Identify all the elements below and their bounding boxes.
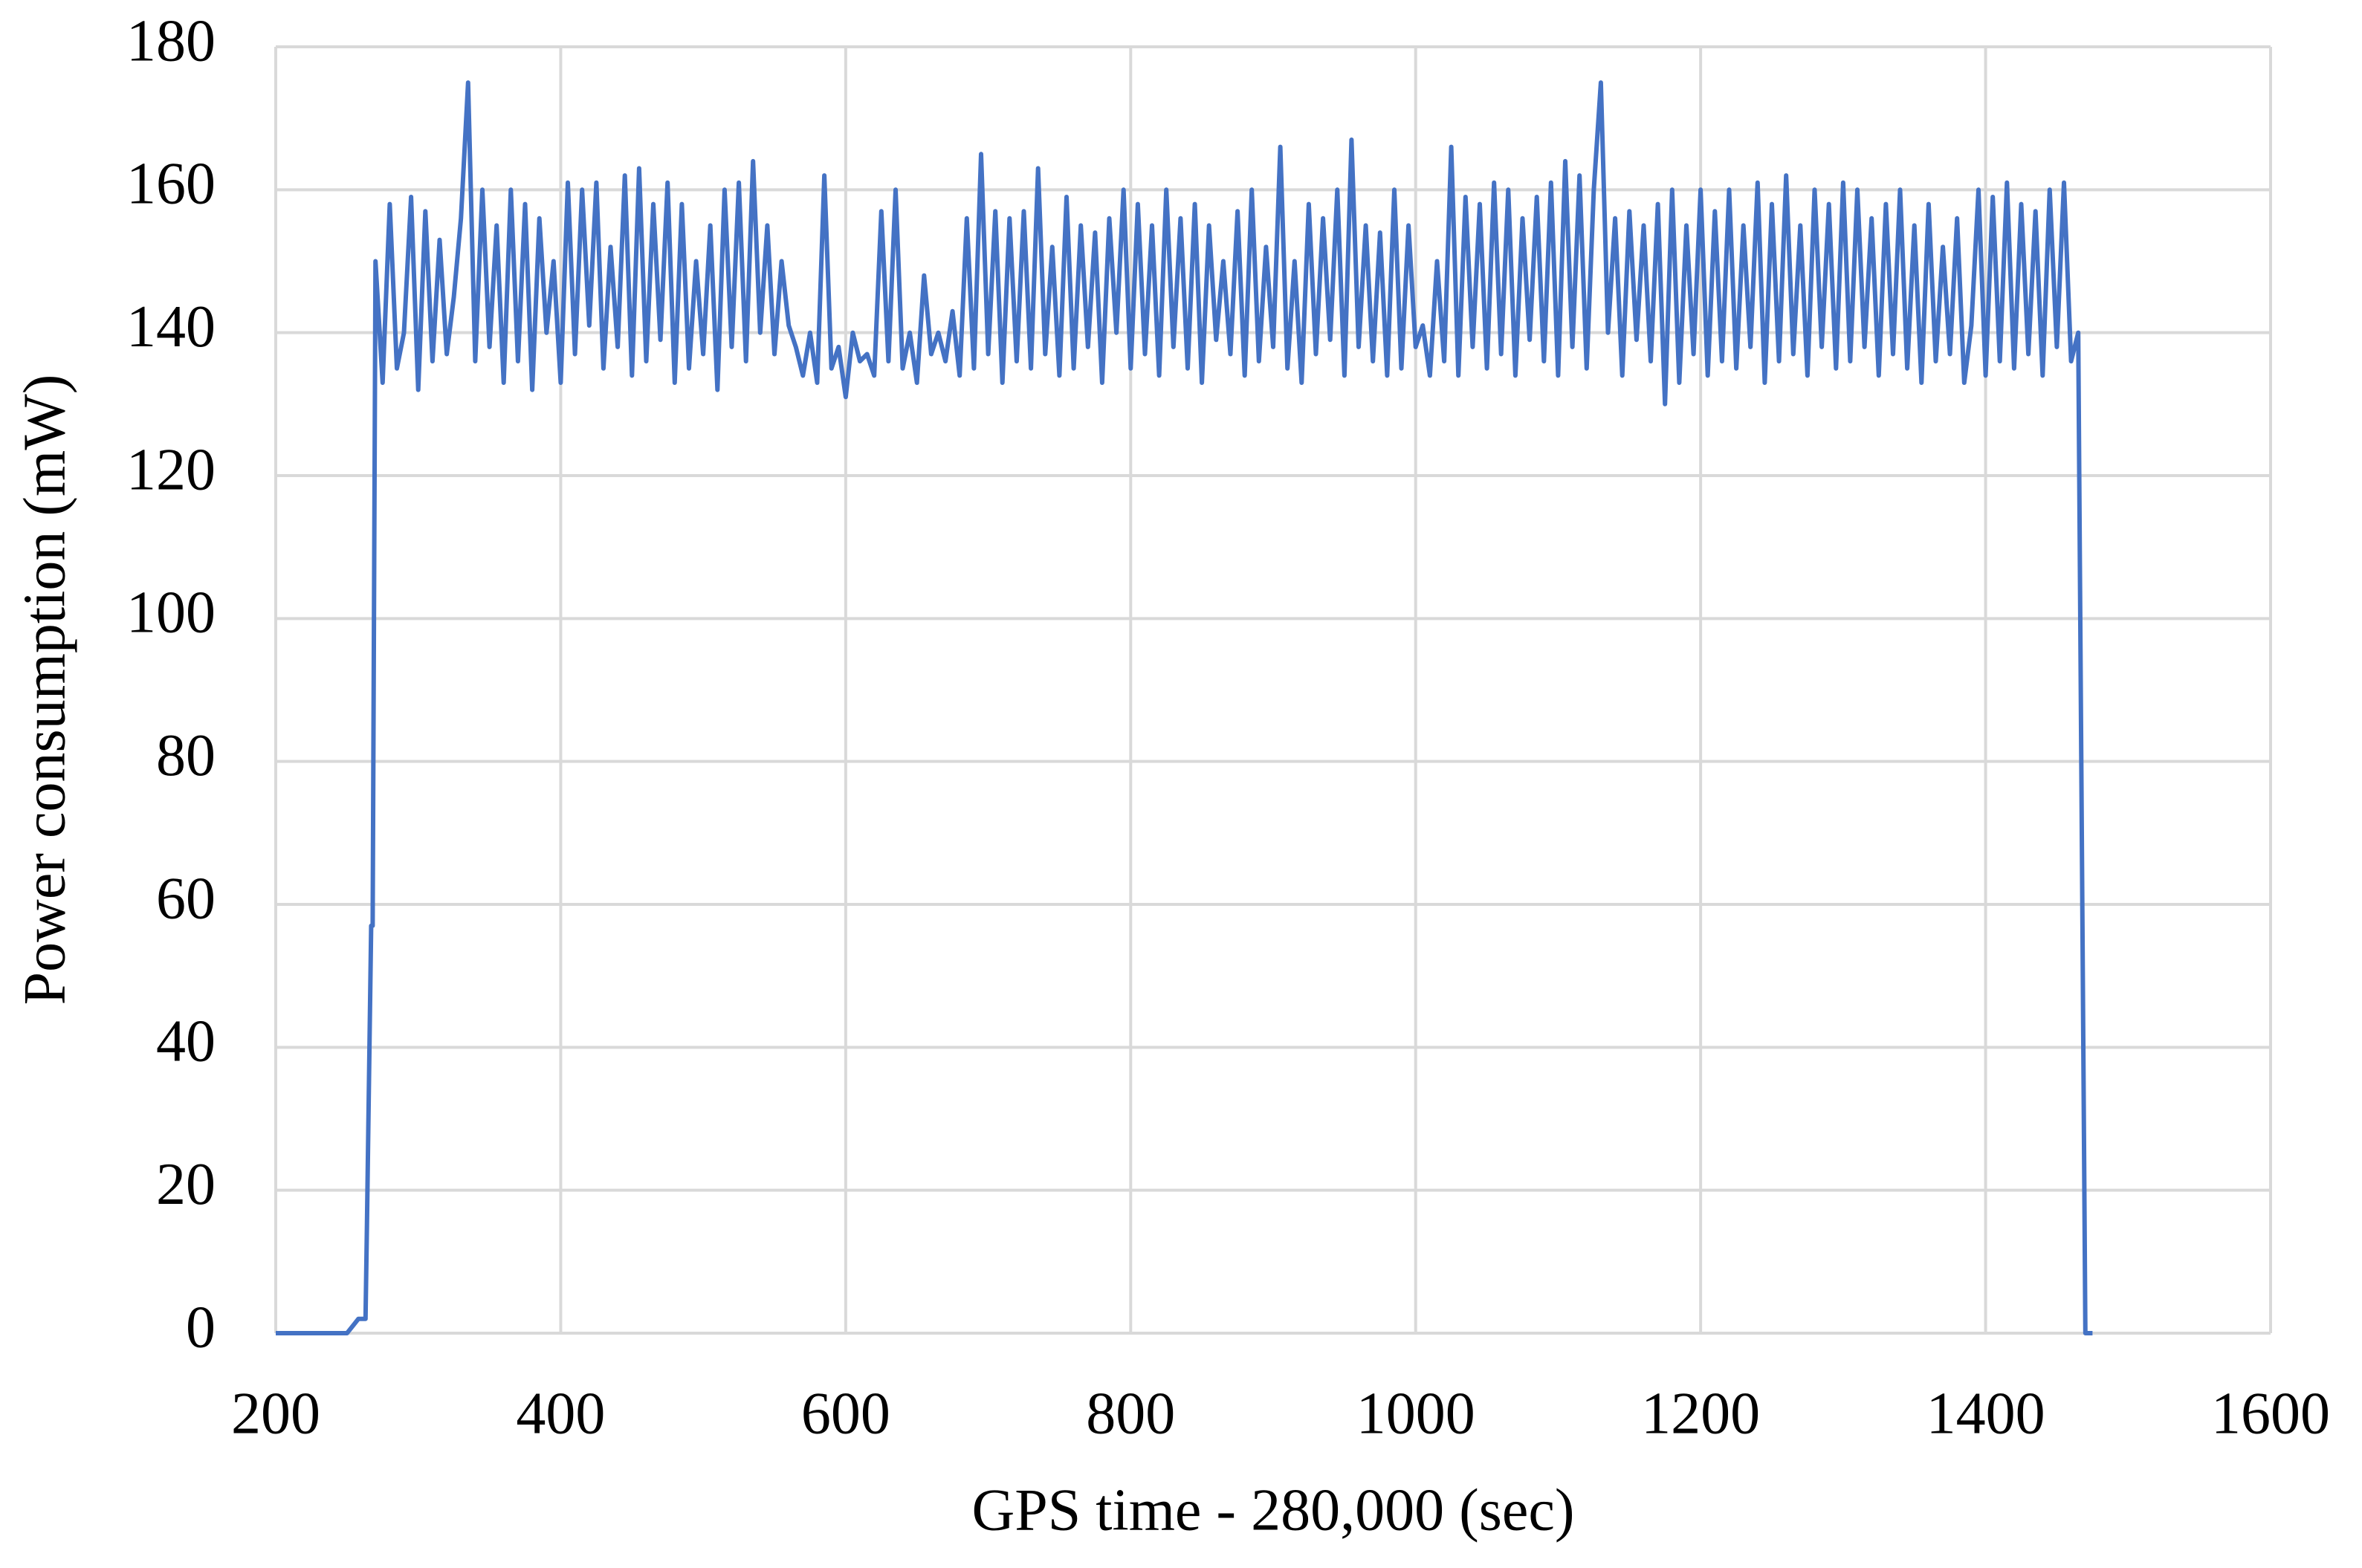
y-tick-label: 100: [126, 580, 216, 646]
y-tick-label: 80: [156, 723, 216, 788]
y-tick-label: 20: [156, 1152, 216, 1217]
x-tick-label: 1200: [1641, 1381, 1760, 1446]
y-tick-label: 60: [156, 866, 216, 931]
x-tick-label: 1000: [1356, 1381, 1475, 1446]
x-tick-label: 400: [516, 1381, 605, 1446]
y-axis-title: Power consumption (mW): [12, 375, 77, 1005]
y-tick-label: 180: [126, 8, 216, 74]
x-tick-label: 200: [231, 1381, 320, 1446]
x-tick-label: 1600: [2211, 1381, 2330, 1446]
y-tick-label: 160: [126, 152, 216, 217]
x-tick-label: 1400: [1926, 1381, 2045, 1446]
y-tick-label: 120: [126, 437, 216, 502]
y-tick-label: 0: [186, 1295, 216, 1360]
x-tick-label: 800: [1086, 1381, 1175, 1446]
x-axis-title: GPS time - 280,000 (sec): [971, 1477, 1574, 1543]
y-tick-label: 40: [156, 1009, 216, 1075]
data-line: [276, 80, 2093, 1335]
y-tick-label: 140: [126, 294, 216, 360]
x-tick-label: 600: [801, 1381, 890, 1446]
